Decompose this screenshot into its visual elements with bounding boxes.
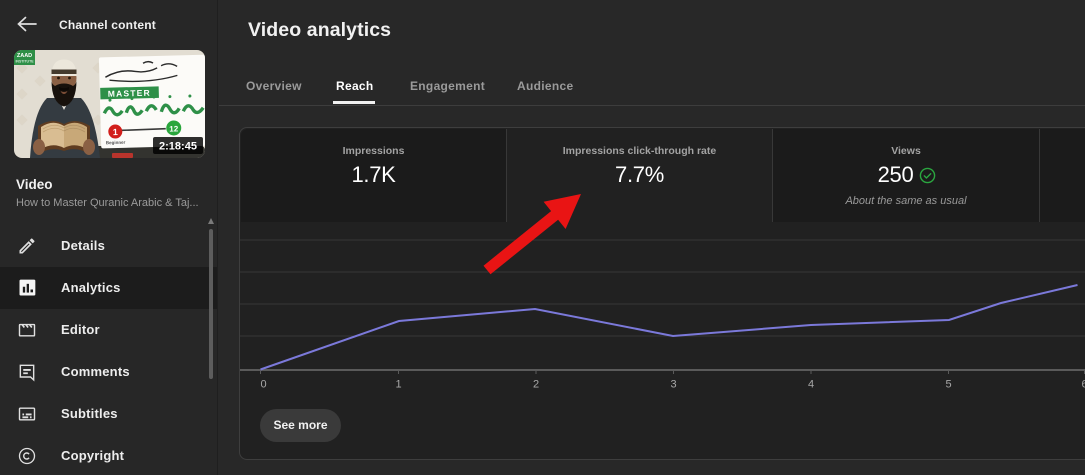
- svg-text:4: 4: [808, 379, 814, 391]
- svg-text:1: 1: [113, 127, 118, 137]
- svg-text:Beginner: Beginner: [106, 140, 126, 146]
- svg-text:3: 3: [670, 379, 676, 391]
- svg-text:MASTER: MASTER: [108, 88, 151, 99]
- svg-text:6: 6: [1081, 379, 1085, 391]
- svg-text:0: 0: [260, 379, 266, 391]
- svg-text:2:18:45: 2:18:45: [159, 141, 197, 153]
- svg-text:1: 1: [395, 379, 401, 391]
- svg-text:ZAAD: ZAAD: [17, 53, 32, 59]
- svg-text:2: 2: [533, 379, 539, 391]
- svg-text:5: 5: [945, 379, 951, 391]
- svg-text:INSTITUTE: INSTITUTE: [15, 60, 34, 64]
- svg-text:12: 12: [169, 124, 179, 133]
